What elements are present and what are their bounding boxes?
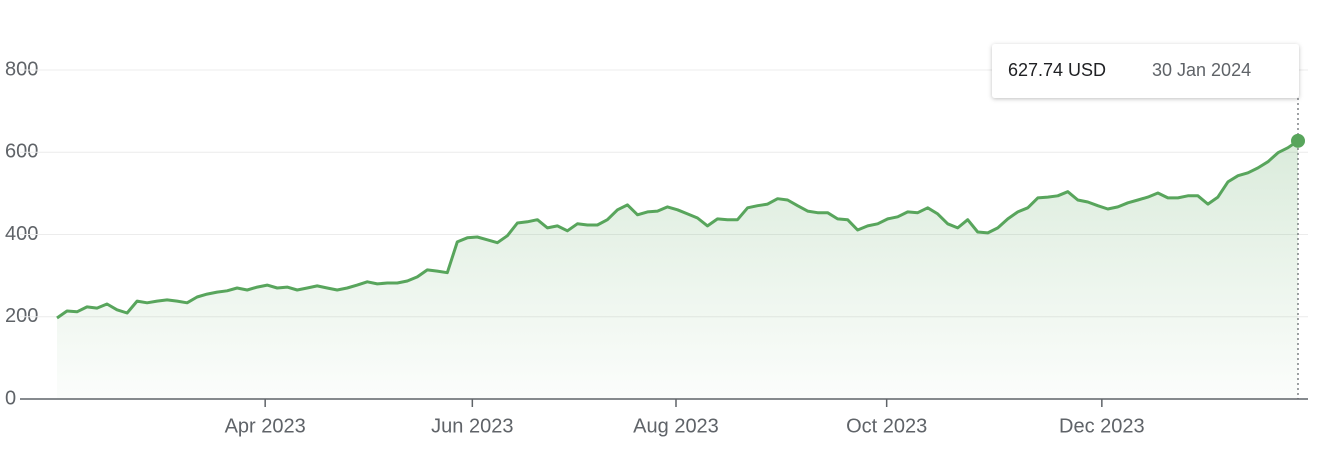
plot	[56, 98, 1305, 400]
tooltip-box	[992, 44, 1299, 98]
tooltip-date: 30 Jan 2024	[1152, 60, 1251, 80]
y-tick-label: 0	[5, 387, 16, 409]
x-tick-label: Apr 2023	[225, 415, 306, 437]
tooltip-value: 627.74 USD	[1008, 60, 1106, 80]
x-tick-label: Jun 2023	[431, 415, 513, 437]
x-tick-label: Aug 2023	[633, 415, 719, 437]
x-tick-label: Dec 2023	[1059, 415, 1145, 437]
price-line	[56, 139, 1299, 320]
y-tick-label: 800	[5, 58, 38, 80]
tooltip: 627.74 USD 30 Jan 2024	[992, 44, 1299, 98]
y-tick-label: 200	[5, 305, 38, 327]
y-tick-label: 600	[5, 141, 38, 163]
area	[57, 140, 1298, 400]
last-point	[1291, 133, 1305, 148]
x-tick-label: Oct 2023	[846, 415, 927, 437]
y-tick-label: 400	[5, 223, 38, 245]
